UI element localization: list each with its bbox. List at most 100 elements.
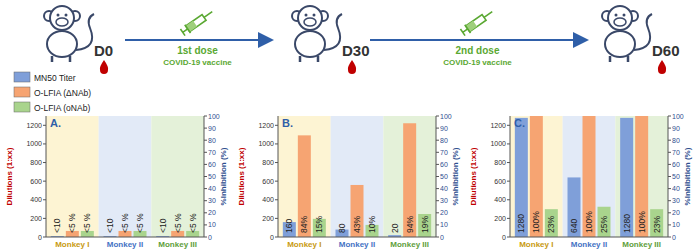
y2-tick — [204, 224, 207, 225]
monkey-muzzle — [614, 18, 626, 26]
bar — [650, 209, 663, 237]
y2-tick — [436, 188, 439, 189]
group-background — [331, 116, 384, 237]
y2-tick-label: 60 — [440, 161, 448, 168]
group-background — [278, 116, 331, 237]
y2-tick-label: 90 — [672, 125, 680, 132]
bar — [351, 185, 364, 237]
monkey-feet — [610, 56, 628, 62]
y2-tick — [668, 116, 671, 117]
y2-tick-label: 10 — [440, 221, 448, 228]
y2-tick — [204, 140, 207, 141]
y2-tick-label: 10 — [208, 221, 216, 228]
y-tick-label: 0 — [38, 234, 42, 241]
y2-tick — [668, 152, 671, 153]
data-label: 10% — [367, 216, 377, 233]
y-tick-label: 400 — [494, 196, 506, 203]
monkey-body — [295, 31, 325, 57]
category-label: Monkey II — [339, 240, 375, 249]
y2-tick-label: 40 — [440, 185, 448, 192]
monkey-eye — [623, 14, 626, 17]
monkey-eye — [65, 14, 68, 17]
legend: MN50 TiterO-LFIA (ΔNAb)O-LFIA (oNAb) — [14, 72, 91, 113]
y-tick — [43, 125, 46, 126]
y2-tick — [668, 224, 671, 225]
y-tick-label: 200 — [494, 215, 506, 222]
y2-tick-label: 100 — [208, 113, 220, 120]
chart-panel: <10<10<10<5 %<5 %<5 %<5 %<5 %<5 %0200400… — [5, 113, 228, 250]
monkey-head — [298, 6, 322, 30]
y-tick-label: 200 — [262, 215, 274, 222]
y2-tick-label: 0 — [672, 234, 676, 241]
data-label: <5 % — [188, 213, 198, 233]
y-tick-label: 0 — [502, 234, 506, 241]
monkey-head — [50, 6, 74, 30]
y2-tick-label: 100 — [440, 113, 452, 120]
bars — [283, 123, 431, 237]
y-axis-label: Dilutions (1:xx) — [237, 147, 246, 205]
bar — [583, 116, 596, 237]
monkey-icon — [44, 6, 94, 62]
syringe-liquid — [466, 21, 477, 32]
vaccine-label: COVID-19 vaccine — [443, 58, 512, 67]
data-label: 20 — [390, 223, 400, 233]
chart-title: A. — [50, 117, 61, 129]
y-tick-label: 1200 — [490, 122, 506, 129]
y2-tick-label: 30 — [672, 197, 680, 204]
data-labels: 12806401280100%100%100%23%25%23% — [516, 211, 661, 233]
data-label: 23% — [546, 216, 556, 233]
y-tick-label: 600 — [30, 178, 42, 185]
data-label: <10 — [105, 218, 115, 233]
data-label: 100% — [584, 211, 594, 233]
bar — [530, 116, 543, 237]
category-label: Monkey III — [390, 240, 429, 249]
y2-tick-label: 90 — [440, 125, 448, 132]
y2-tick — [204, 200, 207, 201]
dose-label: 1st dose — [177, 45, 218, 56]
y-tick-label: 600 — [494, 178, 506, 185]
y2-tick-label: 60 — [208, 161, 216, 168]
y2-tick — [668, 128, 671, 129]
data-label: 100% — [531, 211, 541, 233]
y-tick — [43, 199, 46, 200]
x-axis-line — [278, 237, 436, 238]
y2-axis-label: %Inhibition (%) — [683, 147, 692, 205]
y2-tick — [668, 212, 671, 213]
y2-tick — [668, 237, 671, 238]
y2-tick-label: 10 — [672, 221, 680, 228]
y2-tick-label: 80 — [440, 137, 448, 144]
y-tick — [507, 181, 510, 182]
y2-tick — [204, 176, 207, 177]
y-tick — [275, 218, 278, 219]
monkey-muzzle — [304, 18, 316, 26]
y-tick — [275, 125, 278, 126]
y2-tick-label: 70 — [208, 149, 216, 156]
y2-tick-label: 20 — [440, 209, 448, 216]
monkey-feet — [300, 56, 318, 62]
figure: D0D30D601st doseCOVID-19 vaccine2nd dose… — [0, 0, 696, 252]
category-label: Monkey III — [158, 240, 197, 249]
legend-swatch — [14, 102, 30, 112]
y2-tick — [436, 176, 439, 177]
monkey-eye — [313, 14, 316, 17]
monkey-head — [608, 6, 632, 30]
y2-tick — [668, 164, 671, 165]
monkey-eye — [615, 14, 618, 17]
y2-tick-label: 80 — [672, 137, 680, 144]
group-background — [510, 116, 563, 237]
y2-axis-label: %Inhibition (%) — [219, 147, 228, 205]
data-label: <5 % — [67, 213, 77, 233]
y2-tick — [204, 212, 207, 213]
day-label: D0 — [94, 42, 113, 59]
y-tick — [43, 181, 46, 182]
monkey-feet — [52, 56, 70, 62]
blood-drop — [348, 60, 356, 74]
y2-tick-label: 40 — [672, 185, 680, 192]
syringe-icon — [460, 8, 495, 37]
y2-tick — [436, 212, 439, 213]
data-label: 94% — [405, 216, 415, 233]
data-label: 19% — [420, 216, 430, 233]
data-label: 15% — [314, 216, 324, 233]
y-tick — [275, 199, 278, 200]
legend-swatch — [14, 87, 30, 97]
